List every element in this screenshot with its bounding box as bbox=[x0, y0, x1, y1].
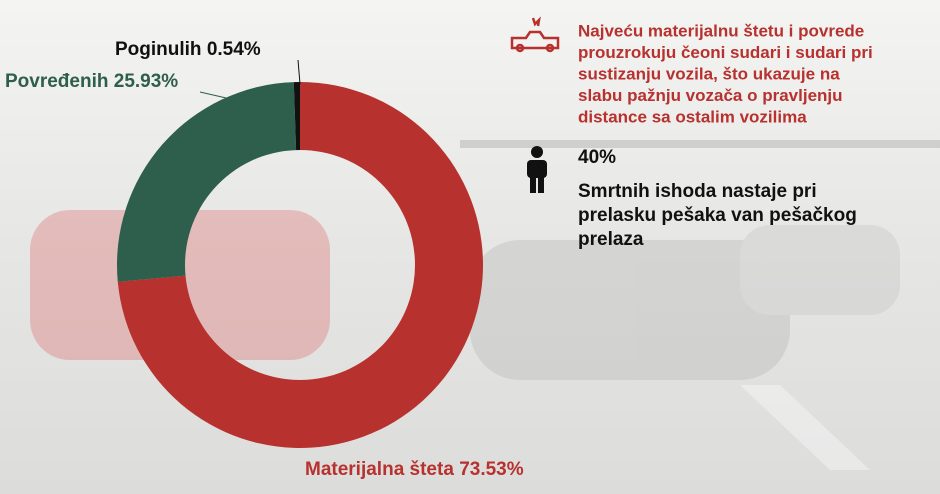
segment-label: Poginulih 0.54% bbox=[115, 39, 261, 60]
crash-text-line: Najveću materijalnu štetu i povrede bbox=[578, 21, 864, 40]
crash-text-line: prouzrokuju čeoni sudari i sudari pri bbox=[578, 43, 873, 62]
stat-text-line: prelasku pešaka van pešačkog bbox=[578, 205, 857, 226]
segment-value: 25.93% bbox=[114, 71, 179, 92]
stat-text-line: prelaza bbox=[578, 229, 644, 250]
donut-segment bbox=[293, 82, 300, 151]
crash-icon bbox=[510, 16, 560, 53]
leader-line bbox=[297, 59, 301, 85]
crash-text-line: sustizanju vozila, što ukazuje na bbox=[578, 64, 840, 83]
segment-value: 73.53% bbox=[459, 459, 524, 480]
crash-text-line: distance sa ostalim vozilima bbox=[578, 107, 807, 126]
leader-line bbox=[199, 91, 236, 101]
segment-name: Poginulih bbox=[115, 39, 202, 60]
segment-value: 0.54% bbox=[207, 39, 261, 60]
segment-label: Povređenih 25.93% bbox=[5, 71, 178, 92]
crash-text-line: slabu pažnju vozača o pravljenju bbox=[578, 86, 843, 105]
person-icon bbox=[527, 146, 547, 193]
notes: Najveću materijalnu štetu i povrede prouz… bbox=[578, 21, 873, 250]
donut-segment bbox=[117, 82, 297, 282]
donut-chart: Materijalna šteta 73.53% Povređenih 25.93… bbox=[5, 39, 524, 480]
stat-value: 40% bbox=[578, 147, 616, 168]
donut-segment bbox=[117, 82, 483, 449]
segment-name: Materijalna šteta bbox=[305, 459, 454, 480]
stat-text-line: Smrtnih ishoda nastaje pri bbox=[578, 181, 817, 202]
segment-name: Povređenih bbox=[5, 71, 108, 92]
segment-label: Materijalna šteta 73.53% bbox=[305, 459, 524, 480]
